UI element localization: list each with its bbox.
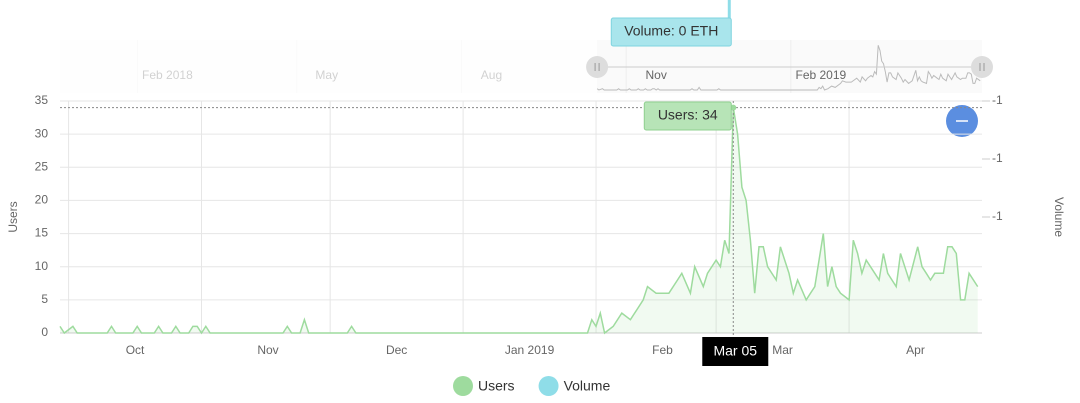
y2-tick-label: -1 bbox=[992, 209, 1003, 223]
y-axis-title: Users bbox=[6, 201, 20, 232]
legend-swatch bbox=[453, 376, 473, 396]
y-tick-label: 0 bbox=[41, 325, 48, 339]
y2-tick-label: -1 bbox=[992, 151, 1003, 165]
y-tick-label: 25 bbox=[35, 159, 49, 173]
x-tick-label: Jan 2019 bbox=[505, 343, 555, 357]
y-tick-label: 15 bbox=[35, 226, 49, 240]
y-tick-label: 35 bbox=[35, 93, 49, 107]
series-line bbox=[59, 107, 979, 335]
x-tick-label: Mar bbox=[772, 343, 793, 357]
navigator-tick-label: Feb 2019 bbox=[796, 68, 847, 82]
navigator-line bbox=[596, 45, 981, 91]
navigator-tick-label: Nov bbox=[645, 68, 666, 82]
series-area bbox=[60, 107, 978, 333]
legend-label: Users bbox=[478, 378, 515, 394]
x-tick-label: Nov bbox=[257, 343, 278, 357]
legend-item[interactable]: Users bbox=[453, 376, 515, 396]
x-tick-label: Dec bbox=[386, 343, 407, 357]
y-tick-label: 5 bbox=[41, 292, 48, 306]
y2-axis-title: Volume bbox=[1052, 197, 1066, 237]
crosshair-label: Mar 05 bbox=[713, 343, 757, 359]
navigator-handle[interactable] bbox=[586, 56, 609, 78]
y2-tick-label: -1 bbox=[992, 93, 1003, 107]
users-tooltip-box bbox=[643, 101, 732, 131]
x-tick-label: Feb bbox=[652, 343, 673, 357]
crosshair-label-box bbox=[702, 337, 769, 366]
legend-item[interactable]: Volume bbox=[538, 376, 611, 396]
x-tick-label: Apr bbox=[906, 343, 925, 357]
navigator-handle[interactable] bbox=[971, 56, 993, 78]
legend-label: Volume bbox=[564, 378, 611, 394]
volume-tooltip-box bbox=[610, 17, 732, 47]
volume-tooltip: Volume: 0 ETH bbox=[624, 23, 718, 39]
y-tick-label: 10 bbox=[35, 259, 49, 273]
y-tick-label: 30 bbox=[35, 126, 49, 140]
navigator-mask bbox=[60, 40, 598, 93]
users-tooltip: Users: 34 bbox=[658, 107, 718, 123]
y-tick-label: 20 bbox=[35, 193, 49, 207]
x-tick-label: Oct bbox=[126, 343, 145, 357]
legend-swatch bbox=[538, 376, 559, 396]
